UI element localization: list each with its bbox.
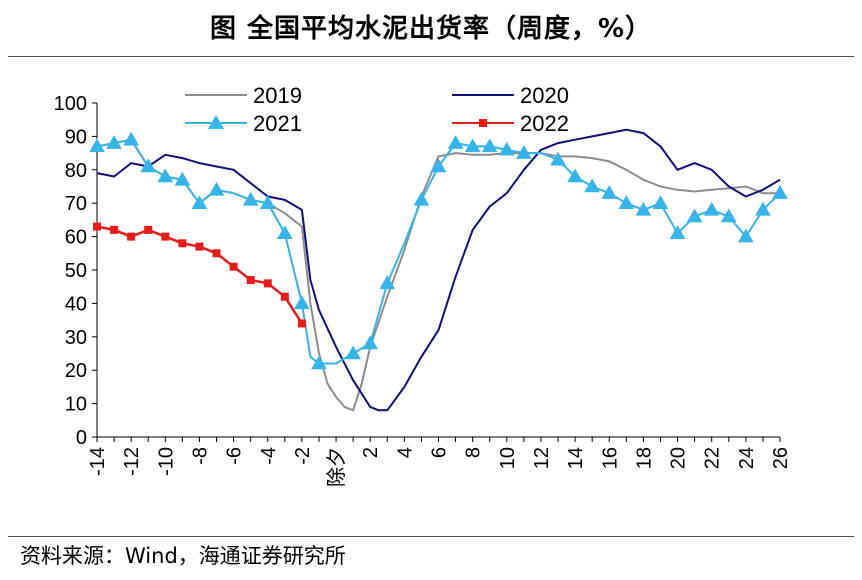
legend-label-2019: 2019 (253, 83, 302, 108)
data-point-2021 (191, 195, 208, 209)
data-point-2021 (601, 185, 618, 199)
source-divider (8, 536, 854, 537)
data-point-2021 (703, 201, 720, 216)
chart-title: 图 全国平均水泥出货率（周度，%） (209, 14, 653, 44)
legend-label-2022: 2022 (520, 111, 569, 136)
x-tick-label: -10 (155, 447, 177, 476)
data-point-2021 (123, 131, 140, 146)
x-tick-label: -14 (87, 447, 109, 476)
data-point-2021 (242, 191, 259, 206)
data-point-2021 (550, 151, 566, 166)
x-tick-label: 20 (668, 447, 690, 469)
source-note: 资料来源：Wind，海通证券研究所 (20, 544, 346, 568)
data-point-2021 (208, 181, 225, 196)
data-point-2021 (89, 138, 105, 153)
x-tick-label: 12 (531, 447, 553, 469)
data-point-2022 (93, 222, 101, 231)
data-point-2021 (737, 228, 754, 243)
data-point-2022 (127, 232, 136, 241)
x-tick-label: 14 (565, 447, 587, 469)
x-tick-label: -8 (189, 447, 211, 465)
data-point-2021 (635, 201, 652, 216)
legend-label-2021: 2021 (253, 111, 302, 136)
data-point-2021 (311, 355, 327, 370)
axes: 0 10 20 30 40 50 60 70 80 90 100 -14 -12 -10 -8 -6 -4 -2 除… (54, 93, 792, 487)
y-tick-label: 70 (65, 193, 87, 215)
x-tick-label: -2 (292, 447, 314, 465)
y-tick-label: 50 (65, 260, 87, 282)
legend-marker-2021 (208, 115, 224, 129)
x-tick-label: 16 (599, 447, 621, 469)
data-point-2021 (464, 138, 481, 153)
series-markers (89, 131, 788, 370)
data-point-2021 (481, 138, 498, 153)
data-point-2021 (686, 208, 703, 223)
data-point-2021 (498, 141, 515, 156)
data-point-2022 (195, 242, 204, 251)
x-tick-label: 8 (463, 447, 485, 458)
data-point-2021 (345, 345, 361, 360)
y-tick-label: 80 (65, 160, 87, 182)
y-tick-label: 100 (54, 93, 87, 115)
data-point-2021 (140, 158, 157, 173)
data-point-2021 (567, 168, 583, 183)
x-tick-label: 18 (633, 447, 655, 469)
data-point-2022 (212, 249, 221, 258)
y-tick-label: 30 (65, 327, 87, 349)
data-point-2022 (263, 279, 272, 288)
line-chart: 0 10 20 30 40 50 60 70 80 90 100 -14 -12 -10 -8 -6 -4 -2 除… (54, 83, 792, 487)
legend-label-2020: 2020 (520, 83, 569, 108)
data-point-2022 (110, 225, 119, 234)
series-line-2019 (96, 138, 780, 412)
data-point-2022 (297, 319, 306, 328)
data-point-2021 (618, 195, 635, 209)
x-tick-label: 6 (429, 447, 451, 458)
data-point-2021 (669, 225, 686, 240)
y-tick-label: 20 (65, 360, 87, 382)
series-line-2022 (96, 225, 303, 325)
data-point-2022 (178, 239, 187, 248)
data-point-2022 (229, 262, 238, 271)
x-tick-label: 22 (702, 447, 724, 469)
data-point-2021 (447, 135, 464, 149)
data-point-2021 (720, 208, 737, 223)
data-point-2021 (276, 225, 293, 240)
x-tick-label: -4 (258, 447, 280, 465)
x-tick-label: 4 (394, 447, 416, 458)
x-tick-label: 除夕 (325, 447, 348, 487)
x-tick-label: -6 (224, 447, 246, 465)
data-point-2021 (294, 295, 310, 310)
data-point-2021 (652, 195, 669, 209)
data-point-2021 (772, 185, 788, 199)
data-point-2021 (174, 171, 191, 186)
legend-marker-2022 (479, 119, 487, 127)
x-tick-label: 2 (360, 447, 382, 458)
data-point-2021 (106, 135, 122, 149)
data-point-2022 (161, 232, 170, 241)
legend: 2019 2020 2021 2022 (185, 83, 569, 136)
data-point-2021 (362, 335, 379, 350)
y-tick-label: 90 (65, 126, 87, 148)
data-point-2021 (584, 178, 601, 193)
x-tick-label: 26 (770, 447, 792, 469)
y-tick-label: 60 (65, 227, 87, 249)
y-tick-label: 10 (65, 394, 87, 416)
title-divider (8, 56, 854, 57)
y-tick-label: 0 (76, 427, 87, 449)
data-point-2022 (144, 225, 153, 234)
data-point-2021 (755, 201, 771, 216)
data-point-2021 (379, 275, 396, 290)
x-tick-label: -12 (121, 447, 143, 476)
x-tick-label: 10 (497, 447, 519, 469)
data-point-2021 (516, 145, 532, 159)
data-point-2022 (280, 292, 289, 301)
data-point-2021 (259, 195, 276, 209)
data-point-2022 (246, 276, 255, 285)
x-tick-label: 24 (736, 447, 758, 469)
data-point-2021 (413, 191, 430, 206)
series-line-2020 (96, 128, 781, 412)
data-point-2021 (157, 168, 174, 183)
data-point-2021 (430, 158, 447, 173)
y-tick-label: 40 (65, 293, 87, 315)
